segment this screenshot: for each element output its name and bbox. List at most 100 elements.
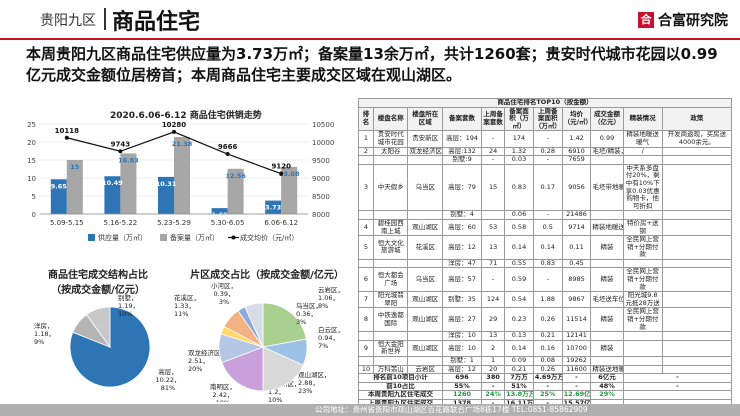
pie-label: 高层， 10.22， 81% bbox=[155, 367, 180, 392]
y2-tick-label: 10500 bbox=[312, 121, 334, 129]
pie-label-line: 1.33， bbox=[174, 302, 195, 310]
pie-left-title: 商品住宅成交结构占比 （按成交金额/亿元） bbox=[48, 270, 148, 296]
table-cell bbox=[358, 356, 374, 366]
table-cell: 0.13 bbox=[504, 331, 534, 341]
pie-label-line: 1.2， bbox=[268, 388, 285, 396]
table-cell: 9714 bbox=[561, 218, 592, 237]
table-cell: 0.21 bbox=[504, 364, 534, 375]
summary-cell: 前10占比 bbox=[358, 381, 443, 392]
pie-label: 花溪区， 1.33， 11% bbox=[174, 293, 200, 318]
table-cell: 高层：194 bbox=[441, 130, 483, 148]
table-cell: 中铁逸都国际 bbox=[372, 307, 409, 333]
table-cell: 洋房：47 bbox=[441, 258, 483, 269]
table-cell: 1.88 bbox=[532, 291, 563, 309]
summary-cell: 6亿元 bbox=[590, 373, 624, 383]
data-label-sales: 12.56 bbox=[225, 172, 246, 180]
table-header-cell: 成交金额（亿元） bbox=[590, 106, 624, 132]
bar-sales bbox=[281, 166, 298, 214]
table-cell: 0.23 bbox=[504, 307, 534, 333]
pie-label-line: 9% bbox=[34, 338, 44, 346]
table-cell: 12141 bbox=[561, 331, 592, 341]
page-title: 商品住宅 bbox=[112, 10, 201, 35]
data-label-sales: 16.83 bbox=[118, 156, 139, 164]
data-label-supply: 10.49 bbox=[102, 179, 123, 187]
header-divider bbox=[104, 8, 106, 30]
table-cell: 花溪区 bbox=[407, 235, 443, 260]
table-cell bbox=[622, 258, 663, 269]
bar-supply bbox=[265, 200, 282, 214]
table-cell: 0.26 bbox=[532, 307, 563, 333]
summary-cell: 排名前10项目小计 bbox=[358, 373, 443, 383]
table-cell: 0.26 bbox=[532, 364, 563, 375]
pie-label: 云岩区， 1.06， 8% bbox=[318, 285, 344, 310]
table-cell bbox=[481, 210, 506, 220]
table-cell: 0.06 bbox=[504, 210, 534, 220]
data-label-supply: 1.63 bbox=[212, 211, 228, 219]
table-cell: 4 bbox=[358, 218, 374, 237]
table-cell: 乌当区 bbox=[407, 163, 443, 212]
table-cell: - bbox=[532, 155, 563, 165]
price-point bbox=[225, 152, 230, 157]
bar-sales bbox=[66, 160, 83, 214]
data-label-sales: 15 bbox=[70, 163, 80, 171]
table-cell: 20 bbox=[481, 364, 506, 375]
table-cell: 0.28 bbox=[532, 146, 563, 157]
table-cell: 精装 bbox=[590, 235, 624, 260]
price-point bbox=[64, 135, 69, 140]
pie-label-line: 南明区， bbox=[210, 382, 236, 391]
table-row: 5 恒大文化旅游城 花溪区 高层：12 13 0.14 0.14 0.11 精装 全民网上营销+分… bbox=[358, 235, 733, 260]
y2-tick-label: 9000 bbox=[312, 175, 330, 183]
table-cell: 0.14 bbox=[504, 339, 534, 358]
table-cell: 0.59 bbox=[504, 267, 534, 293]
table-cell: 高层:132 bbox=[441, 146, 483, 157]
x-tick-label: 6.06-6.12 bbox=[264, 219, 298, 227]
table-cell: 0.5 bbox=[532, 218, 563, 237]
table-cell: 7 bbox=[358, 291, 374, 309]
table-cell: 别墅：1 bbox=[441, 356, 483, 366]
chart-title: 2020.6.06-6.12 商品住宅供销走势 bbox=[110, 111, 262, 121]
summary-cell: 1260 bbox=[441, 390, 483, 400]
table-cell: - bbox=[481, 130, 506, 148]
table-cell: 别墅：35 bbox=[441, 291, 483, 309]
table-cell bbox=[372, 356, 409, 366]
pie-label-line: 20% bbox=[188, 365, 202, 373]
table-header-cell: 均价（元/㎡） bbox=[561, 106, 592, 132]
table-cell bbox=[661, 163, 733, 212]
pie-label-line: 双龙经济区， bbox=[188, 348, 227, 357]
table-cell bbox=[661, 339, 733, 358]
table-title: 商品住宅排名TOP10（按金额） bbox=[358, 98, 732, 108]
pie-label-line: 观山湖区， bbox=[298, 370, 331, 379]
table-cell: - bbox=[532, 267, 563, 293]
table-cell: 毛坯/精装，送车位，不送车位 bbox=[590, 146, 624, 157]
table-cell: 0.58 bbox=[504, 218, 534, 237]
summary-cell: - bbox=[532, 381, 563, 392]
table-cell bbox=[661, 235, 733, 260]
table-header-cell: 楼盘名称 bbox=[372, 106, 409, 132]
table-header-cell: 备案套数 bbox=[441, 106, 483, 132]
table-cell bbox=[358, 331, 374, 341]
table-cell: 恒大文化旅游城 bbox=[372, 235, 409, 260]
table-cell: 0.17 bbox=[532, 163, 563, 212]
pie-label-line: 1.06， bbox=[318, 294, 339, 302]
pie-label-line: 白云区， bbox=[318, 325, 344, 334]
y-tick-label: 20 bbox=[27, 139, 36, 147]
pie-slice bbox=[244, 302, 264, 348]
bar-sales bbox=[120, 153, 137, 214]
pie-label-line: 小河区， bbox=[211, 282, 237, 290]
y-tick-label: 15 bbox=[27, 157, 36, 165]
table-header-cell: 政策 bbox=[661, 106, 733, 132]
summary-cell: - bbox=[561, 373, 592, 383]
table-cell: 0.11 bbox=[561, 235, 592, 260]
table-cell bbox=[661, 146, 733, 157]
table-header-cell: 排名 bbox=[358, 106, 374, 132]
pie-label-line: 19% bbox=[216, 399, 230, 402]
legend-swatch bbox=[88, 234, 95, 241]
table-cell: 高层：12 bbox=[441, 364, 483, 375]
table-cell bbox=[590, 155, 624, 165]
table-cell: 1.42 bbox=[561, 130, 592, 148]
table-cell: 观山湖区 bbox=[407, 307, 443, 333]
table-cell: - bbox=[481, 267, 506, 293]
table-cell: 0.45 bbox=[561, 258, 592, 269]
pie-label: 双龙经济区， 2.51， 20% bbox=[188, 348, 227, 373]
table-cell: 1 bbox=[358, 130, 374, 148]
